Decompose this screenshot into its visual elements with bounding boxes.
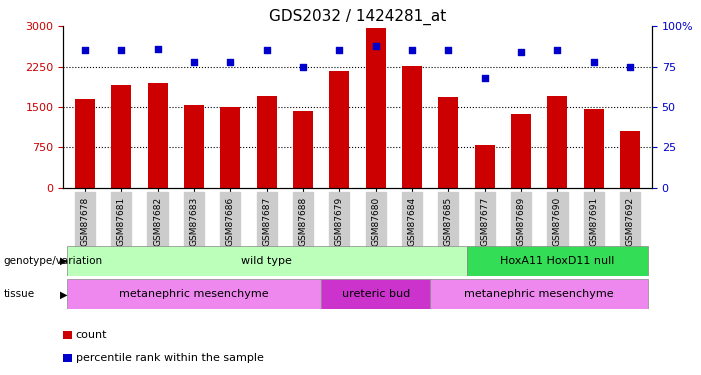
Bar [511, 114, 531, 188]
Point [407, 48, 418, 54]
Text: count: count [76, 330, 107, 340]
Point [479, 75, 490, 81]
Bar [547, 96, 567, 188]
Bar [366, 28, 386, 188]
Text: percentile rank within the sample: percentile rank within the sample [76, 353, 264, 363]
Text: wild type: wild type [241, 256, 292, 266]
Point [261, 48, 272, 54]
Bar [329, 71, 349, 188]
Bar [75, 99, 95, 188]
Point [588, 59, 599, 65]
Text: metanephric mesenchyme: metanephric mesenchyme [119, 290, 268, 299]
Point [79, 48, 90, 54]
Bar [438, 97, 458, 188]
Bar [293, 111, 313, 188]
Text: tissue: tissue [4, 290, 34, 299]
Bar [220, 107, 240, 188]
Point [443, 48, 454, 54]
Point [116, 48, 127, 54]
Title: GDS2032 / 1424281_at: GDS2032 / 1424281_at [269, 9, 446, 25]
Point [152, 46, 163, 52]
Point [225, 59, 236, 65]
Point [515, 49, 526, 55]
Text: ▶: ▶ [60, 290, 67, 299]
Point [370, 43, 381, 49]
Bar [184, 105, 204, 188]
Bar [111, 86, 131, 188]
Bar [402, 66, 422, 188]
Bar [475, 145, 495, 188]
Text: HoxA11 HoxD11 null: HoxA11 HoxD11 null [501, 256, 615, 266]
Bar [467, 246, 648, 276]
Bar [257, 96, 277, 188]
Text: metanephric mesenchyme: metanephric mesenchyme [465, 290, 614, 299]
Point [552, 48, 563, 54]
Bar [148, 83, 168, 188]
Bar [620, 131, 640, 188]
Point [189, 59, 200, 65]
Bar [321, 279, 430, 309]
Point [625, 63, 636, 70]
Text: genotype/variation: genotype/variation [4, 256, 102, 266]
Point [297, 63, 308, 70]
Bar [430, 279, 648, 309]
Bar [584, 109, 604, 188]
Text: ureteric bud: ureteric bud [341, 290, 410, 299]
Bar [67, 279, 321, 309]
Bar [67, 246, 467, 276]
Point [334, 48, 345, 54]
Text: ▶: ▶ [60, 256, 67, 266]
